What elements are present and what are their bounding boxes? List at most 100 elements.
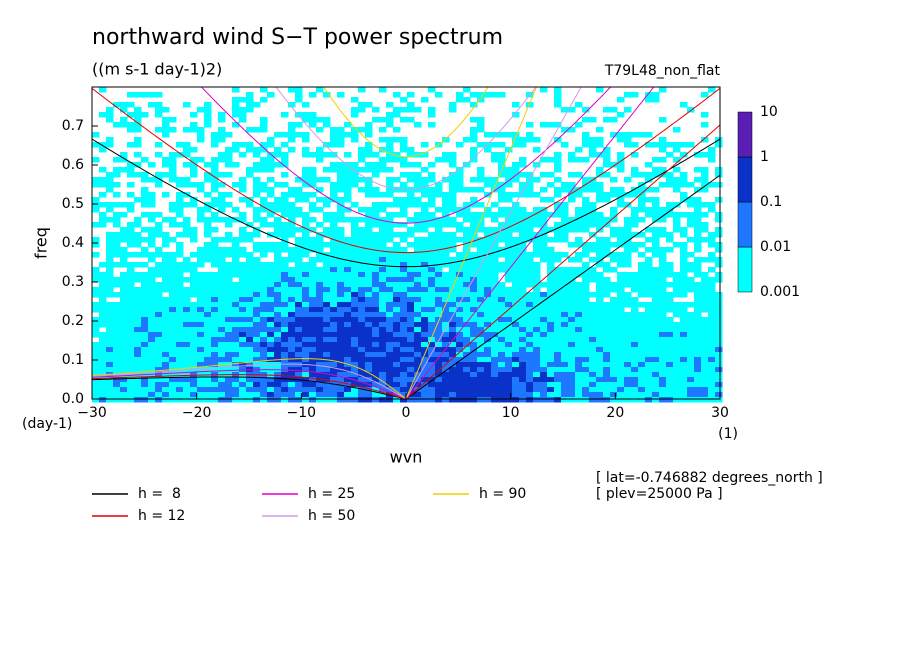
field-cell <box>442 237 450 243</box>
field-cell <box>687 217 695 223</box>
field-cell <box>652 282 660 288</box>
field-cell <box>309 282 317 288</box>
field-cell <box>316 377 324 383</box>
field-cell <box>232 247 240 253</box>
field-cell <box>148 327 156 333</box>
field-cell <box>512 362 520 368</box>
field-cell <box>645 187 653 193</box>
field-cell <box>260 382 268 388</box>
field-cell <box>701 297 709 303</box>
field-cell <box>554 297 562 303</box>
field-cell <box>568 227 576 233</box>
field-cell <box>197 137 205 143</box>
field-cell <box>470 297 478 303</box>
field-cell <box>456 352 464 358</box>
field-cell <box>638 382 646 388</box>
field-cell <box>190 397 198 403</box>
field-cell <box>505 357 513 363</box>
field-cell <box>631 322 639 328</box>
field-cell <box>134 277 142 283</box>
field-cell <box>232 122 240 128</box>
field-cell <box>659 322 667 328</box>
field-cell <box>274 252 282 258</box>
field-cell <box>358 362 366 368</box>
field-cell <box>526 277 534 283</box>
field-cell <box>295 392 303 398</box>
field-cell <box>624 247 632 253</box>
field-cell <box>449 262 457 268</box>
field-cell <box>484 337 492 343</box>
field-cell <box>218 347 226 353</box>
field-cell <box>232 317 240 323</box>
field-cell <box>211 292 219 298</box>
field-cell <box>99 332 107 338</box>
field-cell <box>400 397 408 403</box>
field-cell <box>204 202 212 208</box>
field-cell <box>610 347 618 353</box>
field-cell <box>568 217 576 223</box>
field-cell <box>491 152 499 158</box>
field-cell <box>274 337 282 343</box>
field-cell <box>330 307 338 313</box>
field-cell <box>631 222 639 228</box>
field-cell <box>141 202 149 208</box>
field-cell <box>463 282 471 288</box>
field-cell <box>106 242 114 248</box>
field-cell <box>519 157 527 163</box>
field-cell <box>309 287 317 293</box>
field-cell <box>617 262 625 268</box>
field-cell <box>673 387 681 393</box>
field-cell <box>456 172 464 178</box>
field-cell <box>414 212 422 218</box>
field-cell <box>379 267 387 273</box>
dispersion-curve <box>200 87 612 224</box>
field-cell <box>533 322 541 328</box>
field-cell <box>652 297 660 303</box>
field-cell <box>631 247 639 253</box>
field-cell <box>330 282 338 288</box>
field-cell <box>337 312 345 318</box>
field-cell <box>449 352 457 358</box>
field-cell <box>659 347 667 353</box>
field-cell <box>435 92 443 98</box>
field-cell <box>428 172 436 178</box>
field-cell <box>442 262 450 268</box>
field-cell <box>701 202 709 208</box>
field-cell <box>253 387 261 393</box>
field-cell <box>428 327 436 333</box>
field-cell <box>561 332 569 338</box>
field-cell <box>407 312 415 318</box>
field-cell <box>169 392 177 398</box>
field-cell <box>414 182 422 188</box>
field-cell <box>407 227 415 233</box>
field-cell <box>491 312 499 318</box>
field-cell <box>456 367 464 373</box>
field-cell <box>337 332 345 338</box>
field-cell <box>428 392 436 398</box>
field-cell <box>624 277 632 283</box>
field-cell <box>400 377 408 383</box>
field-cell <box>253 257 261 263</box>
field-cell <box>708 287 716 293</box>
field-cell <box>225 272 233 278</box>
field-cell <box>92 277 100 283</box>
field-cell <box>596 397 604 403</box>
field-cell <box>295 177 303 183</box>
field-cell <box>120 107 128 113</box>
field-cell <box>421 222 429 228</box>
field-cell <box>162 107 170 113</box>
field-cell <box>211 162 219 168</box>
field-cell <box>491 257 499 263</box>
field-cell <box>204 392 212 398</box>
field-cell <box>435 297 443 303</box>
field-cell <box>694 342 702 348</box>
field-cell <box>141 397 149 403</box>
field-cell <box>687 202 695 208</box>
field-cell <box>330 132 338 138</box>
field-cell <box>456 332 464 338</box>
field-cell <box>400 352 408 358</box>
field-cell <box>477 377 485 383</box>
field-cell <box>148 287 156 293</box>
field-cell <box>694 327 702 333</box>
field-cell <box>260 287 268 293</box>
